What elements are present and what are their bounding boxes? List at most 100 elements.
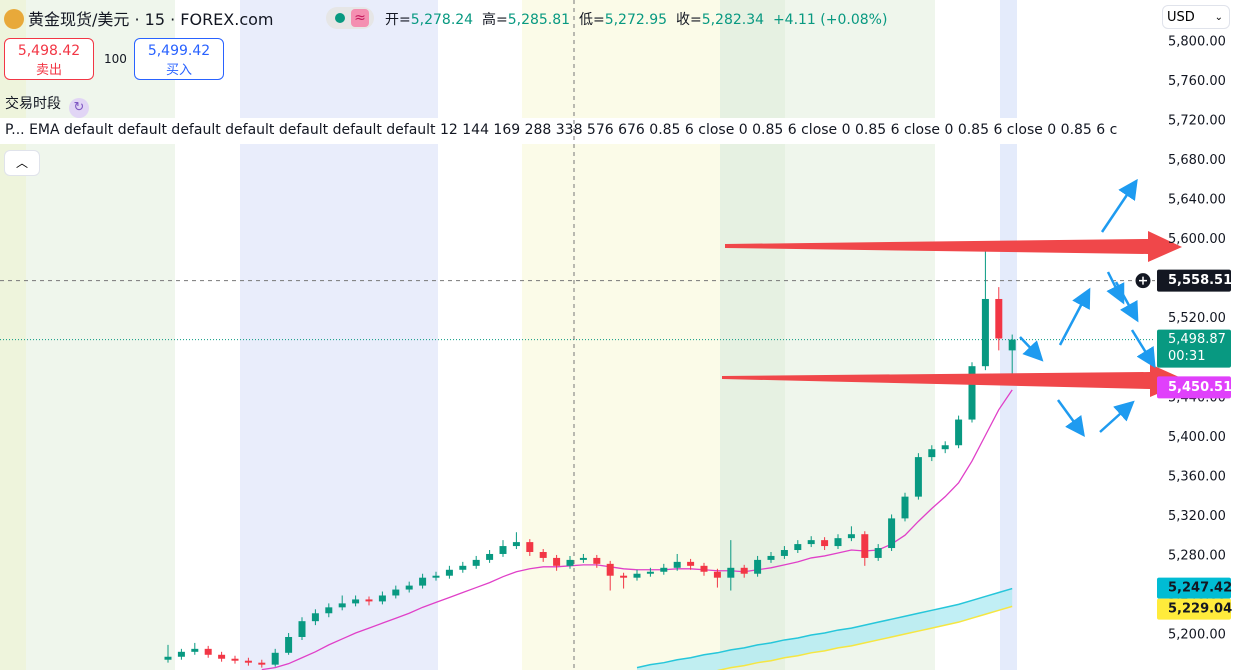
direction-arrows — [1019, 178, 1156, 438]
y-tick-label: 5,760.00 — [1168, 74, 1226, 89]
indicator-legend: P... EMA default default default default… — [5, 122, 1118, 138]
y-tick-label: 5,600.00 — [1168, 232, 1226, 247]
candle-body — [231, 658, 239, 661]
currency-select[interactable]: USD ⌄ — [1162, 5, 1230, 29]
buy-price: 5,499.42 — [147, 43, 211, 59]
sell-label: 卖出 — [35, 63, 62, 78]
y-tick-label: 5,280.00 — [1168, 548, 1226, 563]
crosshair-plus-icon — [1139, 276, 1147, 285]
candle-body — [218, 654, 226, 659]
candle-body — [633, 573, 641, 578]
candle-body — [432, 575, 440, 578]
low-label: 低= — [578, 12, 605, 28]
candle-body — [646, 571, 654, 574]
candle-body — [713, 571, 721, 578]
candle-body — [271, 652, 279, 665]
candle-body — [526, 542, 534, 552]
price-badge — [1157, 376, 1231, 399]
candle-body — [888, 518, 896, 549]
candle-body — [834, 538, 842, 547]
open: 5,278.24 — [410, 12, 474, 28]
close: 5,282.34 — [701, 12, 765, 28]
sessions-label: 交易时段 — [5, 96, 61, 112]
y-tick-label: 5,200.00 — [1168, 628, 1226, 643]
y-tick-label: 5,360.00 — [1168, 469, 1226, 484]
candle-body — [620, 575, 628, 578]
price-badge-label: 5,558.51 — [1168, 273, 1232, 288]
candle-body — [405, 585, 413, 590]
countdown-label: 00:31 — [1168, 349, 1205, 364]
change: +4.11 (+0.08%) — [772, 12, 888, 28]
candle-body — [995, 298, 1003, 339]
candle-body — [459, 565, 467, 570]
candle-body — [606, 563, 614, 576]
symbol-title: 黄金现货/美元 · 15 · FOREX.com — [4, 6, 274, 30]
candle-body — [204, 648, 212, 655]
close-label: 收= — [675, 12, 702, 28]
status-pill[interactable]: ≈ — [326, 7, 374, 29]
candle-body — [258, 662, 266, 665]
arrow-resistance — [725, 231, 1182, 262]
ohlc-legend: 开=5,278.24 高=5,285.81 低=5,272.95 收=5,282… — [385, 9, 887, 29]
candle-body — [821, 540, 829, 547]
candle-body — [472, 559, 480, 566]
candle-body — [445, 569, 453, 576]
open-label: 开= — [385, 12, 411, 28]
band-area — [637, 588, 1013, 670]
y-tick-label: 5,800.00 — [1168, 35, 1226, 50]
candle-body — [767, 555, 775, 560]
candle-body — [177, 651, 185, 657]
candle-body — [419, 577, 427, 586]
candle-body — [579, 557, 587, 560]
collapse-button[interactable]: ︿ — [4, 150, 40, 176]
y-tick-label: 5,320.00 — [1168, 509, 1226, 524]
arrow-support — [722, 364, 1188, 397]
price-badge — [1157, 329, 1231, 368]
candle-body — [660, 567, 668, 572]
candle-body — [1008, 339, 1016, 351]
sessions-legend: 交易时段 ↻ — [5, 93, 89, 118]
price-badge-label: 5,498.87 — [1168, 332, 1226, 347]
band-upper-line — [636, 587, 1013, 669]
candle-body — [191, 648, 199, 652]
annotations — [722, 178, 1188, 438]
price-badge-label: 5,229.04 — [1168, 602, 1232, 617]
y-tick-label: 5,680.00 — [1168, 153, 1226, 168]
candle-body — [298, 621, 306, 637]
band-lower-line — [716, 605, 1013, 670]
quantity[interactable]: 100 — [104, 52, 127, 66]
price-badge — [1157, 269, 1231, 292]
candle-body — [352, 599, 360, 604]
high: 5,285.81 — [507, 12, 571, 28]
y-tick-label: 5,400.00 — [1168, 430, 1226, 445]
candle-body — [486, 553, 494, 560]
candle-body — [593, 557, 601, 564]
candle-body — [727, 567, 735, 578]
candle-body — [807, 540, 815, 545]
candle-body — [539, 551, 547, 558]
candle-body — [325, 607, 333, 614]
candle-body — [968, 366, 976, 420]
candle-body — [861, 534, 869, 558]
candle-body — [700, 565, 708, 572]
symbol: 黄金现货/美元 · 15 · FOREX.com — [28, 10, 274, 29]
candle-body — [955, 419, 963, 446]
candle-body — [740, 567, 748, 574]
candle-body — [673, 561, 681, 568]
sell-button[interactable]: 5,498.42 卖出 — [4, 38, 94, 80]
candle-body — [392, 589, 400, 596]
candle-body — [365, 599, 373, 602]
candle-body — [794, 544, 802, 551]
price-badge — [1157, 598, 1231, 620]
candle-body — [499, 546, 507, 554]
candle-body — [378, 595, 386, 602]
candle-body — [874, 548, 882, 558]
candle-body — [687, 561, 695, 566]
buy-button[interactable]: 5,499.42 买入 — [134, 38, 224, 80]
candle-body — [553, 557, 561, 566]
candle-body — [285, 636, 293, 653]
candle-body — [780, 550, 788, 556]
y-tick-label: 5,640.00 — [1168, 193, 1226, 208]
